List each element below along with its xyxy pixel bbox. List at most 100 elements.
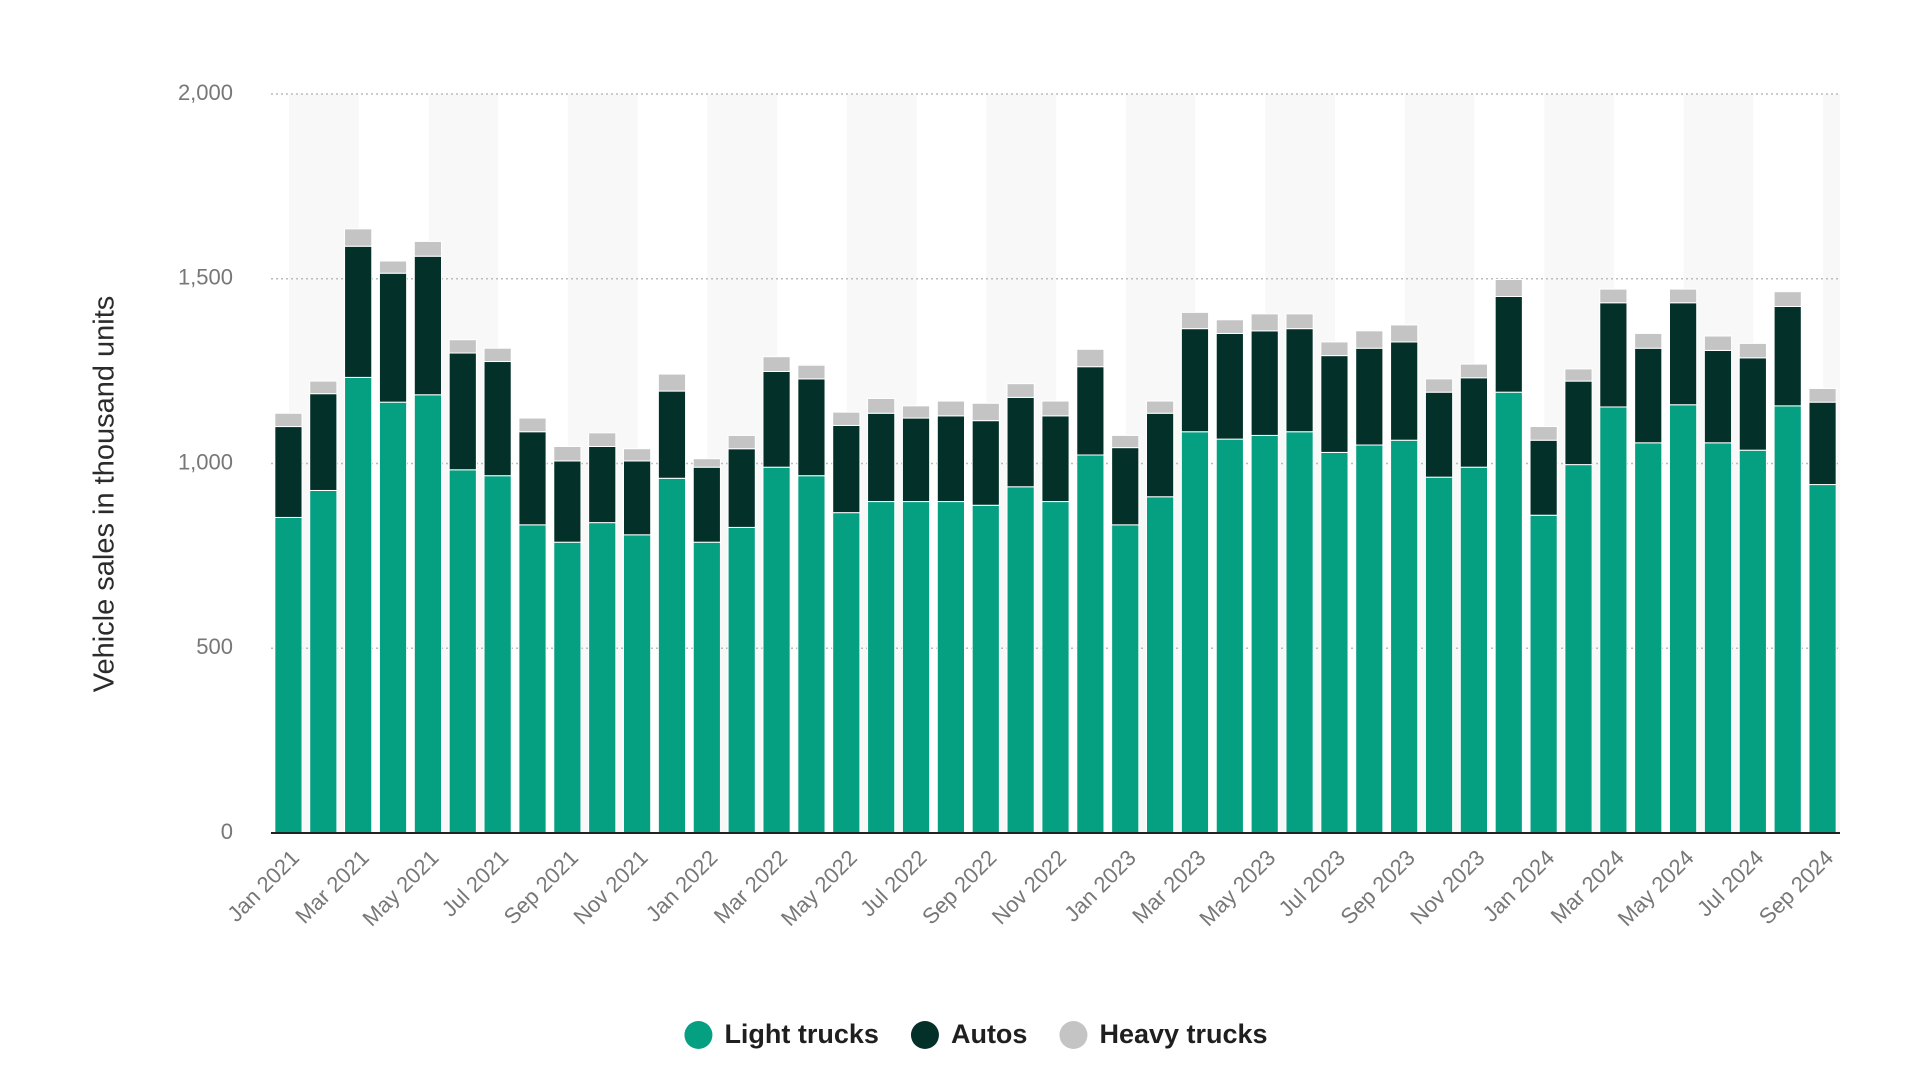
bar-segment <box>762 356 791 372</box>
bar-segment <box>797 475 826 834</box>
bar-segment <box>483 475 512 834</box>
bar-segment <box>1076 348 1105 368</box>
bar-segment <box>971 402 1000 422</box>
bar-segment <box>1564 380 1593 466</box>
bar-segment <box>1424 476 1454 834</box>
bar-segment <box>1494 295 1523 393</box>
bar-segment <box>1599 406 1628 834</box>
bar-segment <box>413 394 442 834</box>
bar-segment <box>553 446 582 462</box>
bar-segment <box>1494 391 1523 834</box>
bar-segment <box>901 417 931 503</box>
bar-segment <box>274 426 303 518</box>
bar-segment <box>1529 439 1558 516</box>
bar-segment <box>344 245 373 378</box>
x-tick-label: Sep 2023 <box>1336 845 1420 929</box>
bar-segment <box>1599 302 1628 408</box>
bar-segment <box>1669 302 1698 406</box>
bar-segment <box>1146 412 1175 498</box>
bar-segment <box>309 393 338 491</box>
bar-segment <box>1250 313 1279 332</box>
bar-segment <box>1424 378 1454 393</box>
bar-segment <box>657 477 687 834</box>
bar-segment <box>797 364 826 380</box>
bar-segment <box>1808 387 1837 403</box>
bar-segment <box>1808 484 1837 834</box>
bar-segment <box>692 466 721 543</box>
bar-segment <box>1355 330 1384 349</box>
bar-segment <box>657 390 687 479</box>
bar-segment <box>1703 335 1733 351</box>
bar-segment <box>762 370 791 468</box>
bar-segment <box>797 378 826 477</box>
bar-segment <box>623 448 652 462</box>
bar-segment <box>971 420 1000 506</box>
bar-segment <box>867 397 896 414</box>
bar-segment <box>832 512 861 834</box>
x-tick-label: Jan 2023 <box>1059 845 1141 927</box>
x-tick-label: Jan 2021 <box>222 845 304 927</box>
bar-segment <box>1006 383 1035 398</box>
bar-segment <box>1390 341 1419 441</box>
bar-segment <box>1459 377 1488 468</box>
bar-segment <box>936 501 965 834</box>
legend: Light trucks Autos Heavy trucks <box>684 1019 1268 1049</box>
bar-segment <box>1215 319 1244 334</box>
bar-segment <box>448 352 477 471</box>
bar-segment <box>1250 330 1279 436</box>
bar-segment <box>483 361 512 477</box>
bar-segment <box>448 339 477 354</box>
bar-segment <box>1111 447 1140 526</box>
bar-segment <box>762 466 791 834</box>
bar-segment <box>727 434 756 450</box>
x-tick-label: May 2023 <box>1194 845 1280 931</box>
bar-segment <box>1215 438 1244 834</box>
y-tick-label: 1,000 <box>178 449 233 474</box>
bar-segment <box>1285 328 1314 433</box>
bar-segment <box>1773 405 1802 834</box>
bar-segment <box>1773 305 1802 407</box>
bar-segment <box>1773 291 1802 307</box>
bar-segment <box>1390 324 1419 343</box>
bar-segment <box>1459 363 1488 379</box>
y-tick-label: 2,000 <box>178 80 233 105</box>
bar-segment <box>1494 278 1523 297</box>
x-tick-label: Jan 2024 <box>1478 845 1560 927</box>
bar-segment <box>1320 451 1349 834</box>
bar-segment <box>588 446 617 524</box>
bar-segment <box>518 524 547 834</box>
bar-segment <box>553 460 582 543</box>
bar-segment <box>692 541 721 834</box>
bar-segment <box>378 272 408 403</box>
y-tick-label: 0 <box>221 819 233 844</box>
bar-segment <box>1180 431 1210 834</box>
bar-segment <box>623 460 652 536</box>
bar-segment <box>1006 396 1035 488</box>
x-tick-label: Jan 2022 <box>641 845 723 927</box>
bar-segment <box>518 417 547 433</box>
bar-segment <box>1076 454 1105 834</box>
bar-segment <box>936 415 965 503</box>
bar-segment <box>832 411 861 426</box>
bar-segment <box>448 469 477 834</box>
x-tick-label: May 2022 <box>776 845 862 931</box>
bar-segment <box>1250 434 1279 834</box>
y-axis-label: Vehicle sales in thousand units <box>89 296 121 693</box>
bar-segment <box>518 431 547 526</box>
x-tick-label: May 2024 <box>1613 845 1699 931</box>
bar-segment <box>588 522 617 834</box>
bar-segment <box>1111 524 1140 834</box>
bar-segment <box>1146 496 1175 834</box>
legend-marker <box>910 1021 939 1049</box>
bar-segment <box>1111 434 1140 449</box>
bar-segment <box>274 516 303 834</box>
bar-segment <box>553 541 582 834</box>
bar-segment <box>1564 464 1593 834</box>
bar-segment <box>901 501 931 834</box>
bar-segment <box>1390 439 1419 834</box>
bar-segment <box>1808 401 1837 486</box>
bar-segment <box>344 376 373 834</box>
bar-segment <box>901 405 931 419</box>
